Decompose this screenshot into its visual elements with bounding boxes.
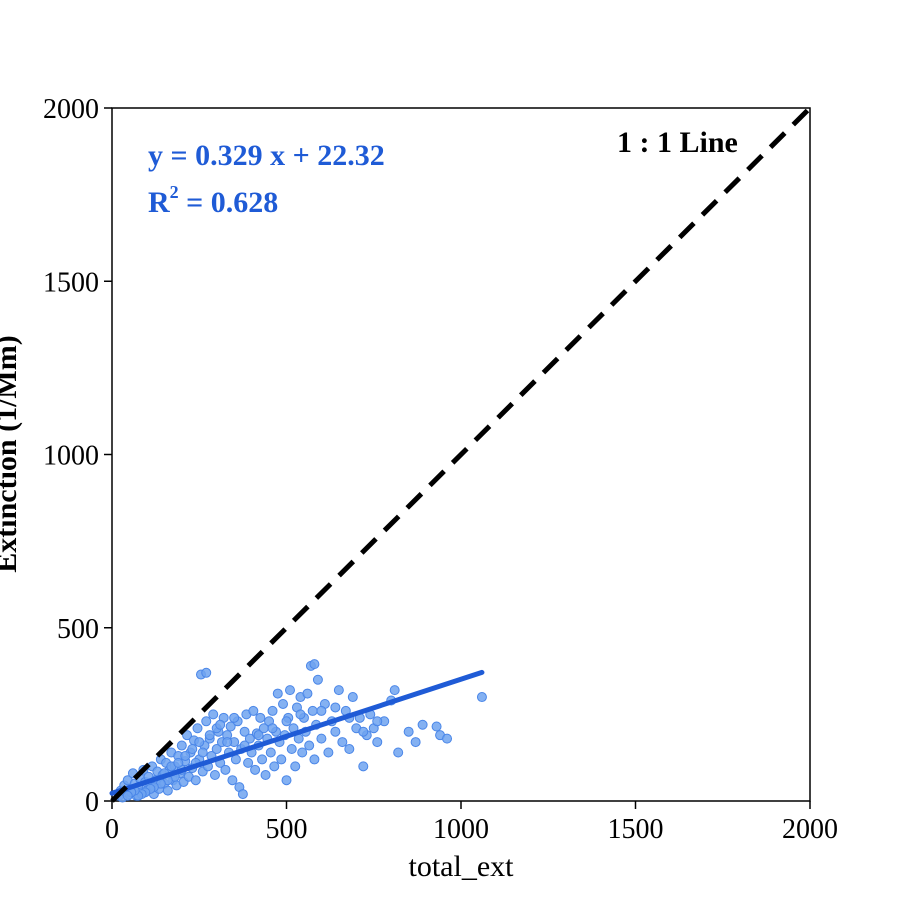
data-point — [267, 723, 278, 734]
data-point — [194, 737, 205, 748]
data-point — [162, 785, 173, 796]
data-point — [403, 726, 414, 737]
data-point — [192, 723, 203, 734]
data-point — [227, 775, 238, 786]
identity-line-group — [110, 106, 812, 803]
data-point — [257, 754, 268, 765]
y-tick-label: 0 — [85, 787, 99, 818]
data-point — [323, 747, 334, 758]
x-axis-title: total_ext — [409, 850, 515, 883]
data-point — [229, 712, 240, 723]
data-point — [215, 719, 226, 730]
x-axis-ticks: 0 500 1000 1500 2000 — [105, 801, 838, 845]
data-point — [347, 692, 358, 703]
r-squared-prefix: R — [148, 186, 170, 219]
data-point — [417, 719, 428, 730]
data-point — [201, 667, 212, 678]
y-tick-label: 2000 — [43, 94, 99, 125]
data-point — [410, 737, 421, 748]
data-point — [244, 733, 255, 744]
data-point — [220, 764, 231, 775]
y-tick-label: 1500 — [43, 267, 99, 298]
data-point — [182, 730, 193, 741]
data-point — [312, 674, 323, 685]
identity-line — [110, 106, 812, 803]
data-point — [122, 790, 133, 801]
data-point — [180, 750, 191, 761]
data-point — [204, 730, 215, 741]
data-point — [337, 737, 348, 748]
data-point — [290, 761, 301, 772]
data-point — [330, 702, 341, 713]
data-point — [267, 705, 278, 716]
identity-line-label: 1 : 1 Line — [617, 126, 738, 159]
data-point — [209, 770, 220, 781]
data-point — [330, 726, 341, 737]
data-point — [248, 705, 259, 716]
data-point — [265, 747, 276, 758]
data-point — [295, 709, 306, 720]
data-point — [372, 737, 383, 748]
data-point — [190, 775, 201, 786]
data-point — [297, 747, 308, 758]
x-tick-label: 1500 — [608, 814, 664, 845]
x-tick-label: 1000 — [433, 814, 489, 845]
data-point — [358, 761, 369, 772]
y-axis-title: Extinction (1/Mm) — [0, 335, 23, 572]
y-tick-label: 500 — [57, 614, 99, 645]
data-point — [281, 775, 292, 786]
data-point — [272, 688, 283, 699]
r-squared: R2 = 0.628 — [148, 182, 278, 219]
r-squared-value: = 0.628 — [179, 186, 279, 219]
data-point — [316, 733, 327, 744]
data-point — [239, 726, 250, 737]
data-point — [284, 685, 295, 696]
x-tick-label: 500 — [266, 814, 308, 845]
data-point — [431, 721, 442, 732]
data-point — [309, 754, 320, 765]
data-point — [344, 744, 355, 755]
y-axis-ticks: 0 500 1000 1500 2000 — [43, 94, 112, 818]
x-tick-label: 0 — [105, 814, 119, 845]
data-point — [304, 740, 315, 751]
data-point — [358, 726, 369, 737]
fit-line-group — [109, 669, 485, 796]
data-point — [393, 747, 404, 758]
data-point — [222, 737, 233, 748]
y-tick-label: 1000 — [43, 441, 99, 472]
data-point — [201, 716, 212, 727]
data-point — [211, 744, 222, 755]
data-point — [333, 685, 344, 696]
data-point — [309, 659, 320, 670]
data-point — [442, 733, 453, 744]
data-point — [250, 764, 261, 775]
data-point — [281, 716, 292, 727]
data-point — [187, 744, 198, 755]
regression-equation: y = 0.329 x + 22.32 — [148, 139, 385, 172]
data-point — [176, 740, 187, 751]
data-point — [197, 747, 208, 758]
data-point — [253, 730, 264, 741]
fit-line — [109, 669, 485, 796]
data-point — [276, 754, 287, 765]
data-point — [372, 716, 383, 727]
data-point — [243, 757, 254, 768]
data-point — [173, 757, 184, 768]
data-point — [255, 712, 266, 723]
data-point — [476, 692, 487, 703]
data-point — [302, 688, 313, 699]
data-point — [316, 705, 327, 716]
data-point — [208, 709, 219, 720]
data-point — [389, 685, 400, 696]
data-point — [307, 705, 318, 716]
x-tick-label: 2000 — [782, 814, 838, 845]
data-point — [269, 761, 280, 772]
data-point — [286, 744, 297, 755]
data-point — [225, 721, 236, 732]
data-point — [237, 789, 248, 800]
r-squared-superscript: 2 — [170, 182, 179, 202]
data-point — [260, 770, 271, 781]
data-point — [278, 698, 289, 709]
